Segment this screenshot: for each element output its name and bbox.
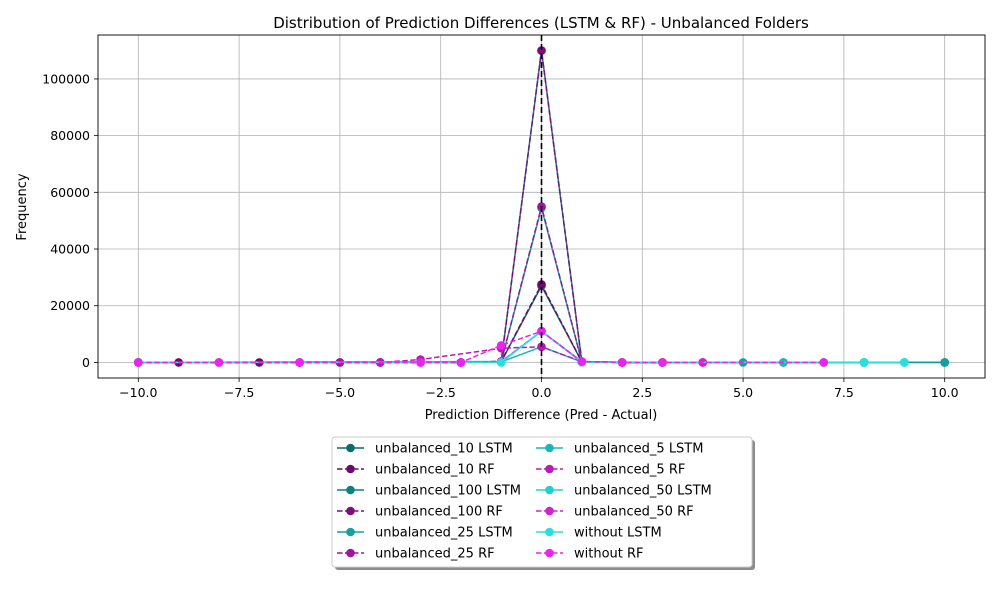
legend-label: without RF: [574, 547, 644, 562]
legend-swatch-marker: [346, 464, 355, 474]
legend-swatch-marker: [545, 548, 554, 558]
series-without-lstm: [134, 326, 909, 367]
legend-label: unbalanced_100 RF: [375, 505, 503, 520]
data-point: [617, 358, 627, 367]
legend-label: unbalanced_50 RF: [574, 505, 694, 520]
data-point: [496, 358, 506, 367]
legend-label: unbalanced_100 LSTM: [375, 484, 521, 499]
legend: unbalanced_10 LSTM unbalanced_10 RF unbala…: [331, 436, 755, 570]
series-line: [138, 330, 905, 364]
legend-item: unbalanced_10 LSTM: [337, 442, 513, 457]
y-tick-label: 20000: [50, 298, 90, 313]
series-line: [138, 203, 663, 364]
x-tick-label: 7.5: [834, 385, 854, 400]
data-point: [295, 358, 304, 367]
y-tick-label: 100000: [42, 71, 90, 86]
legend-swatch-marker: [545, 527, 554, 537]
legend-label: without LSTM: [574, 526, 662, 541]
legend-swatch-marker: [545, 506, 554, 516]
legend-label: unbalanced_50 LSTM: [574, 484, 712, 499]
data-point: [537, 326, 546, 336]
axes-frame: [97, 34, 986, 379]
data-point: [658, 358, 667, 367]
legend-label: unbalanced_25 RF: [375, 547, 495, 562]
y-axis-label: Frequency: [15, 173, 30, 240]
series-unbalanced_10-rf: [134, 280, 708, 367]
data-point: [456, 358, 466, 367]
legend-item: unbalanced_50 LSTM: [536, 484, 712, 499]
data-point: [577, 357, 587, 366]
legend-item: unbalanced_50 RF: [536, 505, 694, 520]
data-point: [537, 46, 546, 55]
series-unbalanced_25-rf: [134, 202, 667, 367]
legend-item: unbalanced_25 RF: [337, 547, 495, 562]
data-point: [214, 358, 224, 367]
data-point: [819, 358, 829, 367]
legend-swatch-marker: [346, 527, 355, 537]
y-tick-label: 60000: [50, 185, 90, 200]
data-point: [416, 358, 425, 367]
x-tick-label: −2.5: [426, 385, 456, 400]
data-point: [940, 358, 949, 367]
legend-swatch-marker: [346, 548, 355, 558]
x-axis-label: Prediction Difference (Pred - Actual): [425, 408, 658, 423]
series-line: [138, 282, 703, 364]
legend-item: without RF: [536, 547, 644, 562]
legend-label: unbalanced_5 RF: [574, 463, 685, 478]
series-line: [138, 50, 663, 364]
legend-item: unbalanced_100 RF: [337, 505, 503, 520]
x-tick-label: 0.0: [532, 385, 552, 400]
series-unbalanced_100-rf: [134, 46, 667, 367]
y-tick-label: 80000: [50, 128, 90, 143]
plot-area: −10.0 −7.5 −5.0 −2.5 0.0 2.5 5.0 7.5 10.0 0 20000 4…: [42, 34, 986, 400]
data-point: [537, 280, 546, 289]
series-line: [138, 346, 905, 364]
legend-swatch-marker: [346, 506, 355, 516]
x-tick-label: −10.0: [119, 385, 157, 400]
legend-item: unbalanced_10 RF: [337, 463, 495, 478]
y-tick-label: 0: [82, 355, 90, 370]
data-point: [859, 358, 869, 367]
series-without-rf: [134, 326, 829, 367]
legend-swatch-marker: [545, 485, 554, 495]
data-point: [900, 358, 909, 367]
x-tick-label: −7.5: [224, 385, 254, 400]
legend-label: unbalanced_5 LSTM: [574, 442, 703, 457]
legend-swatch-marker: [545, 443, 554, 453]
legend-label: unbalanced_10 RF: [375, 463, 495, 478]
legend-item: unbalanced_5 RF: [536, 463, 685, 478]
y-tick-label: 40000: [50, 242, 90, 257]
chart-title: Distribution of Prediction Differences (…: [273, 14, 809, 32]
x-tick-label: −5.0: [325, 385, 355, 400]
legend-label: unbalanced_10 LSTM: [375, 442, 513, 457]
legend-item: without LSTM: [536, 526, 662, 541]
x-tick-label: 10.0: [931, 385, 959, 400]
legend-item: unbalanced_5 LSTM: [536, 442, 703, 457]
series-line: [138, 330, 824, 364]
data-point: [496, 341, 506, 350]
legend-swatch-marker: [346, 443, 355, 453]
x-tick-label: 5.0: [733, 385, 753, 400]
x-tick-label: 2.5: [632, 385, 652, 400]
legend-swatch-marker: [346, 485, 355, 495]
legend-item: unbalanced_25 LSTM: [337, 526, 513, 541]
legend-item: unbalanced_100 LSTM: [337, 484, 521, 499]
legend-label: unbalanced_25 LSTM: [375, 526, 513, 541]
legend-swatch-marker: [545, 464, 554, 474]
data-point: [134, 358, 143, 367]
legend-box: [331, 436, 753, 568]
